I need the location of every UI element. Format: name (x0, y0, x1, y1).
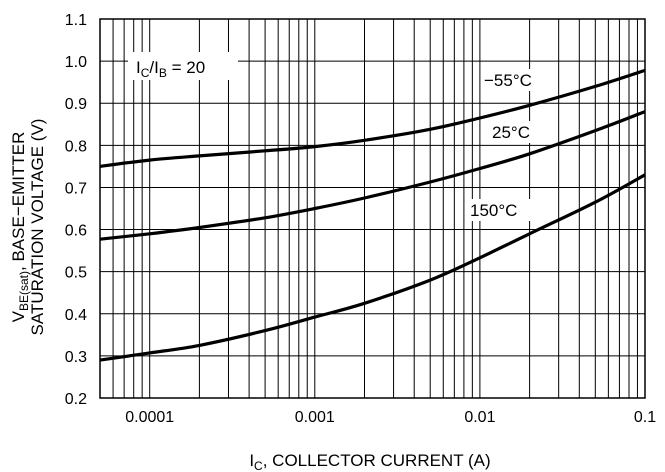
y-tick-label: 1.1 (65, 12, 87, 29)
series-line (99, 173, 646, 362)
y-tick-label: 0.3 (65, 349, 87, 366)
series-label: −55°C (484, 71, 532, 90)
y-axis-title-line2: SATURATION VOLTAGE (V) (28, 119, 47, 336)
y-axis-title: VBE(sat), BASE−EMITTER (9, 132, 31, 323)
y-tick-label: 0.6 (65, 223, 87, 240)
tick-labels: 0.2 0.3 0.4 0.5 0.6 0.7 0.8 0.9 1.0 1.1 0.0001 0.00… (65, 12, 656, 426)
series-label: 150°C (470, 201, 517, 220)
y-tick-label: 1.0 (65, 54, 87, 71)
series-label-background (481, 69, 543, 91)
series-lines (99, 68, 646, 362)
x-tick-label: 0.001 (295, 409, 335, 426)
y-tick-label: 0.2 (65, 391, 87, 408)
series-line (99, 68, 646, 168)
x-axis-title: IC, COLLECTOR CURRENT (A) (249, 451, 490, 472)
x-tick-label: 0.01 (464, 409, 495, 426)
y-tick-label: 0.9 (65, 96, 87, 113)
annotation-ratio: IC/IB = 20 (136, 58, 205, 80)
x-tick-label: 0.1 (634, 409, 656, 426)
y-tick-label: 0.5 (65, 265, 87, 282)
series-label-background (467, 199, 533, 221)
series-line (99, 110, 646, 241)
annotation-background (128, 52, 238, 80)
y-tick-label: 0.7 (65, 180, 87, 197)
series-label-background (489, 121, 541, 143)
y-tick-label: 0.4 (65, 307, 87, 324)
y-tick-label: 0.8 (65, 138, 87, 155)
series-labels: −55°C 25°C 150°C (128, 52, 543, 221)
plot-frame (99, 18, 646, 399)
series-label: 25°C (492, 123, 530, 142)
x-tick-label: 0.0001 (125, 409, 174, 426)
